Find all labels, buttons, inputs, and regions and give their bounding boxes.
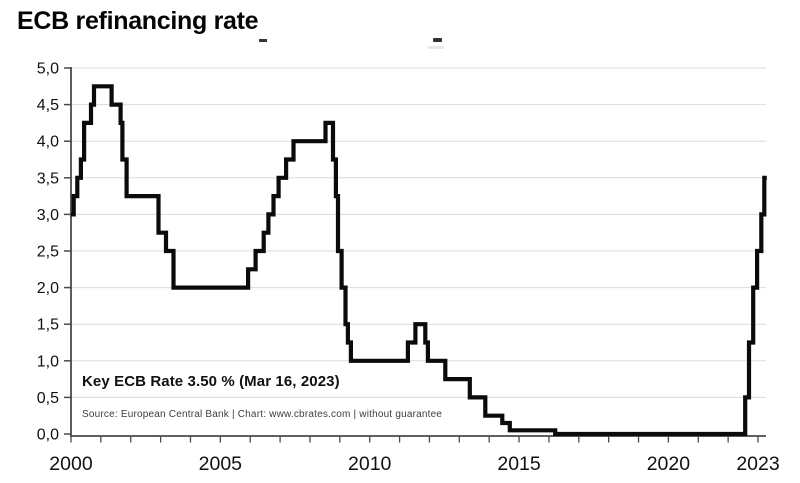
key-rate-annotation: Key ECB Rate 3.50 % (Mar 16, 2023) — [82, 373, 340, 390]
x-tick-label: 2010 — [348, 453, 392, 475]
y-tick-label: 3,5 — [37, 170, 59, 187]
y-tick-label: 5,0 — [37, 61, 59, 78]
y-tick-label: 1,0 — [37, 353, 59, 370]
page-title: ECB refinancing rate — [17, 7, 259, 35]
x-tick-label: 2023 — [736, 453, 779, 475]
y-tick-label: 0,0 — [37, 427, 59, 444]
y-tick-label: 3,0 — [37, 207, 59, 224]
smudge-mark — [259, 39, 267, 42]
rate-step-line — [71, 84, 767, 437]
y-tick-label: 1,5 — [37, 317, 59, 334]
source-credit: Source: European Central Bank | Chart: w… — [82, 409, 443, 420]
smudge-mark — [428, 46, 444, 49]
y-tick-label: 2,0 — [37, 280, 59, 297]
x-tick-label: 2015 — [497, 453, 541, 475]
y-tick-label: 4,0 — [37, 134, 59, 151]
x-tick-label: 2000 — [49, 453, 93, 475]
y-tick-label: 0,5 — [37, 390, 59, 407]
x-tick-label: 2020 — [647, 453, 691, 475]
x-tick-label: 2005 — [199, 453, 243, 475]
y-tick-label: 2,5 — [37, 244, 59, 261]
y-tick-label: 4,5 — [37, 97, 59, 114]
smudge-mark — [433, 38, 442, 42]
